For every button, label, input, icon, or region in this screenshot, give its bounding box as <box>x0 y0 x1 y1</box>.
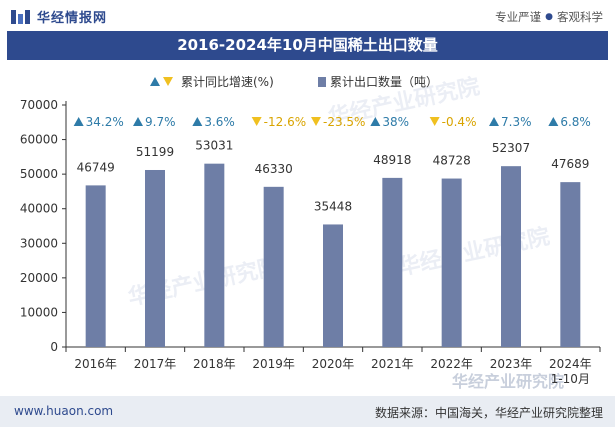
export-bar <box>85 185 106 347</box>
growth-up-triangle-icon <box>489 117 499 126</box>
growth-label: 3.6% <box>204 115 235 129</box>
growth-up-triangle-icon <box>370 117 381 126</box>
growth-down-triangle-icon <box>311 117 321 126</box>
y-tick-label: 60000 <box>20 133 58 147</box>
bars <box>85 163 581 347</box>
legend-up-triangle-icon <box>150 77 160 86</box>
bar-value-label: 48728 <box>433 154 471 168</box>
growth-up-triangle-icon <box>133 117 143 126</box>
bar-value-label: 46330 <box>255 162 293 176</box>
x-tick-label: 2020年 <box>312 357 355 371</box>
bar-value-label: 51199 <box>136 145 174 159</box>
brand-logo-icon <box>9 9 31 25</box>
legend-bar-swatch <box>318 77 326 87</box>
y-tick-label: 10000 <box>20 305 58 319</box>
x-tick-label: 2023年 <box>490 357 533 371</box>
y-tick-label: 20000 <box>20 271 58 285</box>
chart-area: 华经产业研究院 华经产业研究院 华经产业研究院 华经产业研究院 累计同比增速(%) 累计… <box>0 60 615 396</box>
slogan-b: 客观科学 <box>557 10 603 24</box>
x-tick-label: 2024年 <box>549 357 592 371</box>
footer-url[interactable]: www.huaon.com <box>14 404 114 418</box>
top-bar: 华经情报网 专业严谨 ● 客观科学 <box>0 0 615 31</box>
legend: 累计同比增速(%) 累计出口数量（吨） <box>150 74 438 89</box>
export-bar <box>323 224 343 347</box>
growth-label: 9.7% <box>145 115 176 129</box>
growth-label: -23.5% <box>323 115 365 129</box>
legend-growth-label: 累计同比增速(%) <box>181 75 274 89</box>
slogan: 专业严谨 ● 客观科学 <box>495 9 603 25</box>
bar-value-label: 52307 <box>492 141 530 155</box>
growth-up-triangle-icon <box>73 117 84 126</box>
export-bar <box>204 163 225 347</box>
x-tick-label: 2017年 <box>134 357 177 371</box>
growth-up-triangle-icon <box>192 117 203 126</box>
brand-name: 华经情报网 <box>37 11 108 26</box>
watermark-corner: 华经产业研究院 <box>452 372 564 391</box>
growth-label: -0.4% <box>442 115 477 129</box>
y-tick-label: 0 <box>50 340 58 354</box>
y-tick-label: 30000 <box>20 236 58 250</box>
watermark-text: 华经产业研究院 <box>396 223 552 280</box>
export-bar <box>145 169 165 347</box>
export-bar <box>560 182 581 347</box>
slogan-a: 专业严谨 <box>495 10 542 24</box>
x-tick-label: 2021年 <box>371 357 414 371</box>
export-bar <box>501 166 521 347</box>
export-bar <box>263 186 284 347</box>
growth-label: -12.6% <box>264 115 306 129</box>
export-bar <box>441 178 462 347</box>
growth-label: 38% <box>382 115 409 129</box>
growth-down-triangle-icon <box>429 117 440 126</box>
bar-value-label: 46749 <box>77 160 115 174</box>
growth-label: 6.8% <box>560 115 591 129</box>
bar-value-label: 35448 <box>314 199 352 213</box>
bar-value-label: 47689 <box>551 157 589 171</box>
x-tick-label: 2019年 <box>252 357 295 371</box>
y-tick-label: 70000 <box>20 98 58 112</box>
bar-value-label: 48918 <box>373 153 411 167</box>
x-tick-label: 2016年 <box>74 357 117 371</box>
y-tick-label: 50000 <box>20 167 58 181</box>
legend-export-label: 累计出口数量（吨） <box>330 74 438 89</box>
x-tick-label: 2018年 <box>193 357 236 371</box>
x-tick-label: 1-10月 <box>551 372 590 386</box>
y-tick-label: 40000 <box>20 202 58 216</box>
x-tick-label: 2022年 <box>430 357 473 371</box>
growth-down-triangle-icon <box>251 117 262 126</box>
export-bar <box>382 177 403 347</box>
chart-title: 2016-2024年10月中国稀土出口数量 <box>7 31 608 60</box>
slogan-separator-icon: ● <box>545 12 553 22</box>
footer-source: 数据来源：中国海关，华经产业研究院整理 <box>374 406 603 420</box>
brand[interactable]: 华经情报网 <box>9 7 107 26</box>
footer: www.huaon.com 数据来源：中国海关，华经产业研究院整理 <box>0 396 615 427</box>
legend-down-triangle-icon <box>163 77 173 86</box>
labels: 46749 34.2% 51199 9.7% 53031 3.6% 46330 -12.6% 3… <box>73 115 591 213</box>
growth-label: 7.3% <box>501 115 532 129</box>
bar-value-label: 53031 <box>195 139 233 153</box>
growth-label: 34.2% <box>86 115 124 129</box>
growth-up-triangle-icon <box>548 117 559 126</box>
